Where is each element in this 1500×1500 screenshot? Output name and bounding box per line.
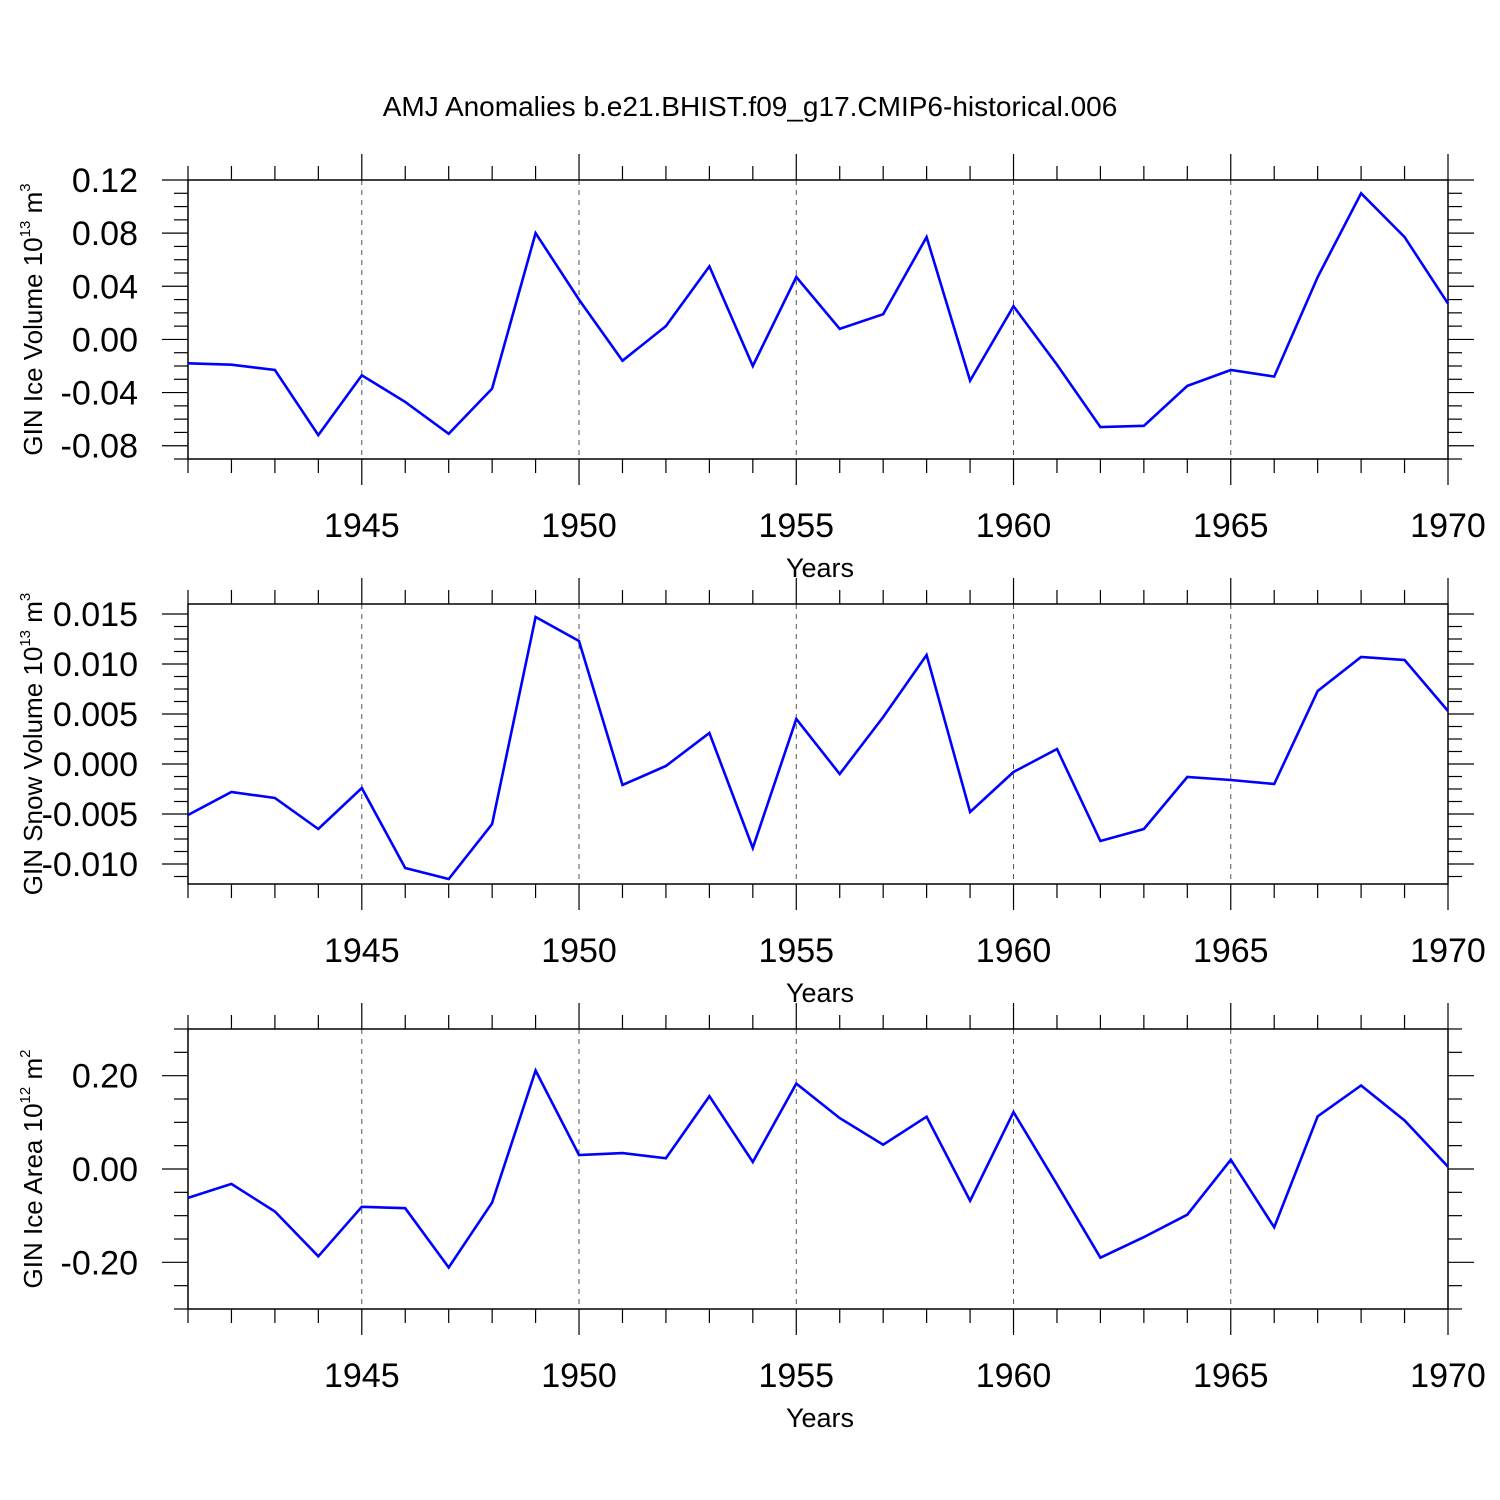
panel-1: 0.12 0.08 0.04 0.00 -0.04 -0.08 1945 1950 1955 19… [17,154,1486,583]
x-tick-label: 1950 [541,932,617,970]
plot-frame [187,603,1449,885]
x-tick-label: 1965 [1193,1357,1269,1395]
y-tick-label: -0.010 [42,846,138,884]
x-tick-label: 1955 [758,932,834,970]
y-tick-label: 0.00 [72,1151,138,1189]
x-tick-label: 1970 [1410,1357,1486,1395]
series-line [187,615,1449,881]
x-tick-label: 1960 [976,932,1052,970]
x-tick-label: 1945 [324,507,400,545]
x-tick-label: 1945 [324,932,400,970]
y-tick-label: 0.015 [53,596,138,634]
x-axis-label: Years [786,553,854,583]
series-line [187,1067,1449,1270]
x-tick-label: 1970 [1410,507,1486,545]
series-line [187,191,1450,438]
y-tick-label: -0.04 [61,375,139,413]
x-tick-label: 1970 [1410,932,1486,970]
x-tick-label: 1965 [1193,507,1269,545]
y-tick-label: 0.010 [53,646,138,684]
x-tick-label: 1945 [324,1357,400,1395]
x-tick-label: 1955 [758,507,834,545]
plot-frame [187,179,1449,460]
x-tick-label: 1950 [541,1357,617,1395]
panel-2: 0.015 0.010 0.005 0.000 -0.005 -0.010 1945 1950… [17,578,1486,1008]
x-tick-label: 1955 [758,1357,834,1395]
x-tick-label: 1950 [541,507,617,545]
y-tick-label: -0.005 [42,796,138,834]
y-axis-label: GIN Ice Area 1012 m2 [17,1050,48,1289]
x-axis-label: Years [786,1403,854,1433]
x-tick-label: 1960 [976,1357,1052,1395]
x-axis-label: Years [786,978,854,1008]
x-tick-label: 1965 [1193,932,1269,970]
panels: 0.12 0.08 0.04 0.00 -0.04 -0.08 1945 1950 1955 19… [17,154,1486,1433]
y-axis-label: GIN Snow Volume 1013 m3 [17,593,48,896]
y-tick-label: 0.005 [53,696,138,734]
y-axis-label: GIN Ice Volume 1013 m3 [17,183,48,455]
y-tick-label: -0.08 [61,428,139,466]
plot-frame [187,1028,1449,1310]
y-tick-label: 0.20 [72,1058,138,1096]
y-tick-label: 0.12 [72,162,138,200]
y-tick-label: 0.04 [72,268,138,306]
chart-title: AMJ Anomalies b.e21.BHIST.f09_g17.CMIP6-… [383,91,1118,122]
y-tick-label: -0.20 [61,1244,139,1282]
y-tick-label: 0.00 [72,321,138,359]
y-tick-label: 0.08 [72,215,138,253]
panel-3: 0.20 0.00 -0.20 1945 1950 1955 1960 1965 1970 Yea… [17,1003,1486,1433]
x-tick-label: 1960 [976,507,1052,545]
y-tick-label: 0.000 [53,746,138,784]
